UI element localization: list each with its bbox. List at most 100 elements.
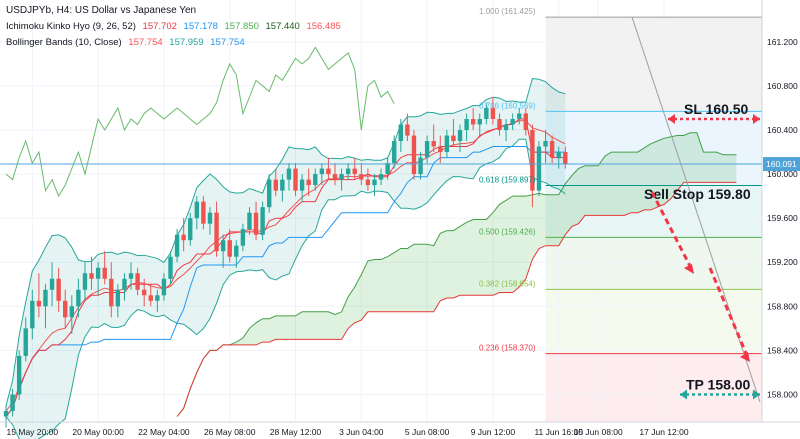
candle-body <box>227 240 232 257</box>
candle-body <box>10 394 15 411</box>
bollinger-lower-line <box>5 138 566 439</box>
price-tick-label: 160.000 <box>767 169 798 179</box>
time-tick-label: 22 May 04:00 <box>138 427 190 437</box>
time-axis: 15 May 20:00 20 May 00:00 22 May 04:00 26 M… <box>0 421 800 437</box>
bollinger-upper-line <box>5 77 566 406</box>
fib-level-label: 1.000 (161.425) <box>479 7 536 16</box>
legend-ichimoku-value-4: 157.440 <box>265 21 300 32</box>
price-tick-label: 160.800 <box>767 81 798 91</box>
time-tick-label: 26 May 08:00 <box>204 427 256 437</box>
candle-body <box>267 179 272 208</box>
legend-ichimoku-label: Ichimoku Kinko Hyo (9, 26, 52) <box>6 21 136 32</box>
kijun-sen-line <box>5 146 566 417</box>
candle-body <box>273 179 278 191</box>
candle-body <box>411 135 417 175</box>
tp-label: TP 158.00 <box>686 376 751 392</box>
candle-body <box>161 278 167 296</box>
indicator-lines <box>5 46 566 417</box>
fib-zone <box>545 17 762 112</box>
candle-body <box>326 168 331 175</box>
candle-body <box>398 124 403 142</box>
fib-background <box>545 17 762 422</box>
sl-arrow-head-right <box>753 113 760 124</box>
sl-label: SL 160.50 <box>684 101 749 117</box>
candle-body <box>444 135 450 153</box>
candle-body <box>148 295 153 301</box>
price-tick-label: 158.000 <box>767 389 798 399</box>
candle-body <box>339 174 344 180</box>
time-tick-label: 20 May 00:00 <box>72 427 124 437</box>
candle-body <box>168 256 173 279</box>
candle-body <box>49 278 55 290</box>
candle-body <box>549 141 555 158</box>
fib-level-label: 0.382 (158.954) <box>479 279 536 288</box>
fib-zone <box>545 111 762 186</box>
candle-body <box>141 289 147 296</box>
time-tick-label: 15 Jun 08:00 <box>574 427 623 437</box>
time-tick-label: 17 Jun 12:00 <box>639 427 688 437</box>
candle-body <box>56 278 61 301</box>
legend-bollinger[interactable]: Bollinger Bands (10, Close) 157.754 157.… <box>6 35 341 51</box>
legend-bollinger-label: Bollinger Bands (10, Close) <box>6 37 122 48</box>
legend-ichimoku-value-1: 157.702 <box>142 21 177 32</box>
time-tick-label: 11 Jun 16:00 <box>534 427 583 437</box>
candle-body <box>556 152 561 158</box>
sell-path-arrow-2-head <box>740 352 750 362</box>
candle-body <box>174 234 180 257</box>
candle-body <box>188 218 193 241</box>
candle-body <box>115 289 121 307</box>
legend-ichimoku-value-5: 156.485 <box>306 21 341 32</box>
candle-body <box>299 179 305 191</box>
sell-path-arrow-2 <box>708 267 750 359</box>
candle-body <box>457 130 463 142</box>
price-tick-label: 158.400 <box>767 345 798 355</box>
candle-body <box>207 212 213 224</box>
chart-title: USDJPYb, H4: US Dollar vs Japanese Yen <box>6 5 197 16</box>
candle-body <box>405 124 410 136</box>
candle-body <box>438 146 443 153</box>
candle-body <box>214 212 219 252</box>
candle-body <box>451 135 456 142</box>
legend-ichimoku[interactable]: Ichimoku Kinko Hyo (9, 26, 52) 157.702 1… <box>6 19 341 35</box>
grid <box>0 0 762 422</box>
candle-body <box>82 273 88 290</box>
price-axis-bg <box>762 0 800 439</box>
candle-body <box>280 179 285 191</box>
kumo-fill <box>177 132 737 417</box>
candle-body <box>293 168 298 191</box>
candle-body <box>464 118 469 131</box>
candle-body <box>102 267 107 279</box>
tp-arrow-head-left <box>680 389 687 400</box>
bollinger-bands <box>5 77 566 439</box>
candle-body <box>530 130 535 191</box>
legend-bollinger-value-3: 157.754 <box>210 37 245 48</box>
candle-body <box>497 118 502 131</box>
candle-body <box>128 273 134 279</box>
candle-body <box>240 229 246 246</box>
candle-body <box>69 306 74 318</box>
candle-body <box>95 267 101 279</box>
price-tick-label: 161.200 <box>767 37 798 47</box>
fib-level-label: 0.786 (160.569) <box>479 101 536 110</box>
candle-body <box>181 234 186 241</box>
tenkan-sen-line <box>5 118 566 417</box>
trade-annotations[interactable]: SL 160.50 Sell Stop 159.80 TP 158.00 <box>644 101 760 400</box>
current-price-badge <box>763 157 800 172</box>
fib-level-label: 0.618 (159.897) <box>479 175 536 184</box>
candle-body <box>372 179 377 186</box>
candle-body <box>313 174 318 186</box>
candle-body <box>536 146 542 191</box>
candle-body <box>517 113 522 119</box>
candle-body <box>378 174 384 180</box>
candle-body <box>523 113 529 131</box>
candle-body <box>385 163 390 175</box>
price-tick-label: 160.400 <box>767 125 798 135</box>
price-tick-label: 158.800 <box>767 301 798 311</box>
candle-body <box>247 212 252 230</box>
candle-body <box>109 278 114 307</box>
candle-body <box>543 141 548 147</box>
candle-body <box>332 174 338 180</box>
price-tick-label: 159.200 <box>767 257 798 267</box>
candle-body <box>234 245 239 257</box>
